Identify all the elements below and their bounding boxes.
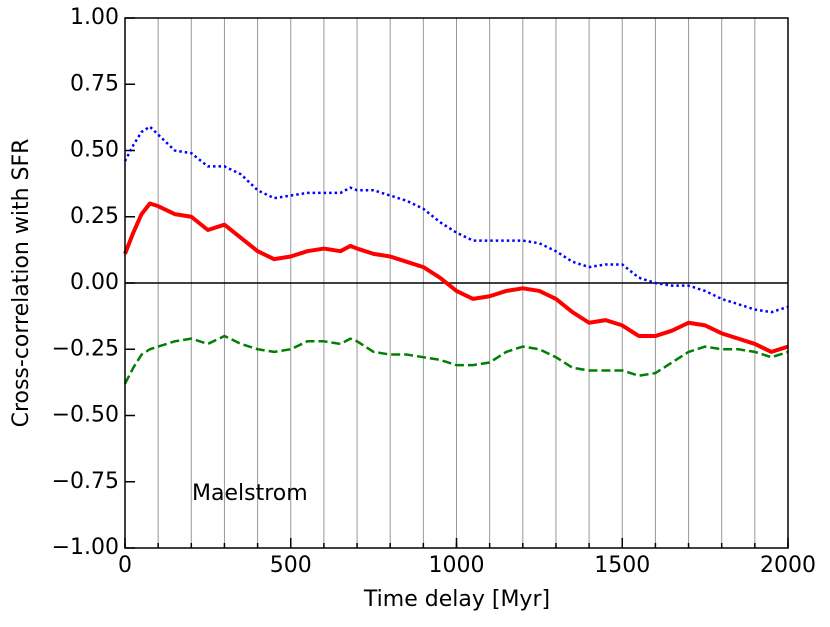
y-tick-label: −0.75 <box>52 469 119 494</box>
series-line <box>123 334 789 385</box>
x-tick-label: 0 <box>118 553 132 578</box>
y-tick-label: 0.00 <box>70 270 119 295</box>
x-tick-label: 1000 <box>429 553 485 578</box>
series-line <box>123 201 789 354</box>
y-tick-label: 0.25 <box>70 204 119 229</box>
x-tick-label: 1500 <box>594 553 650 578</box>
annotation: Maelstrom <box>192 481 308 506</box>
x-axis-label: Time delay [Myr] <box>363 587 550 612</box>
y-axis-label: Cross-correlation with SFR <box>9 139 34 428</box>
y-tick-label: 0.75 <box>70 71 119 96</box>
series-line <box>123 125 789 314</box>
y-tick-label: −1.00 <box>52 535 119 560</box>
y-tick-label: −0.25 <box>52 336 119 361</box>
plot-frame <box>124 17 789 549</box>
y-tick-label: 0.50 <box>70 138 119 163</box>
x-tick-label: 2000 <box>760 553 816 578</box>
x-tick-label: 500 <box>270 553 312 578</box>
y-tick-label: 1.00 <box>70 5 119 30</box>
y-tick-label: −0.50 <box>52 403 119 428</box>
